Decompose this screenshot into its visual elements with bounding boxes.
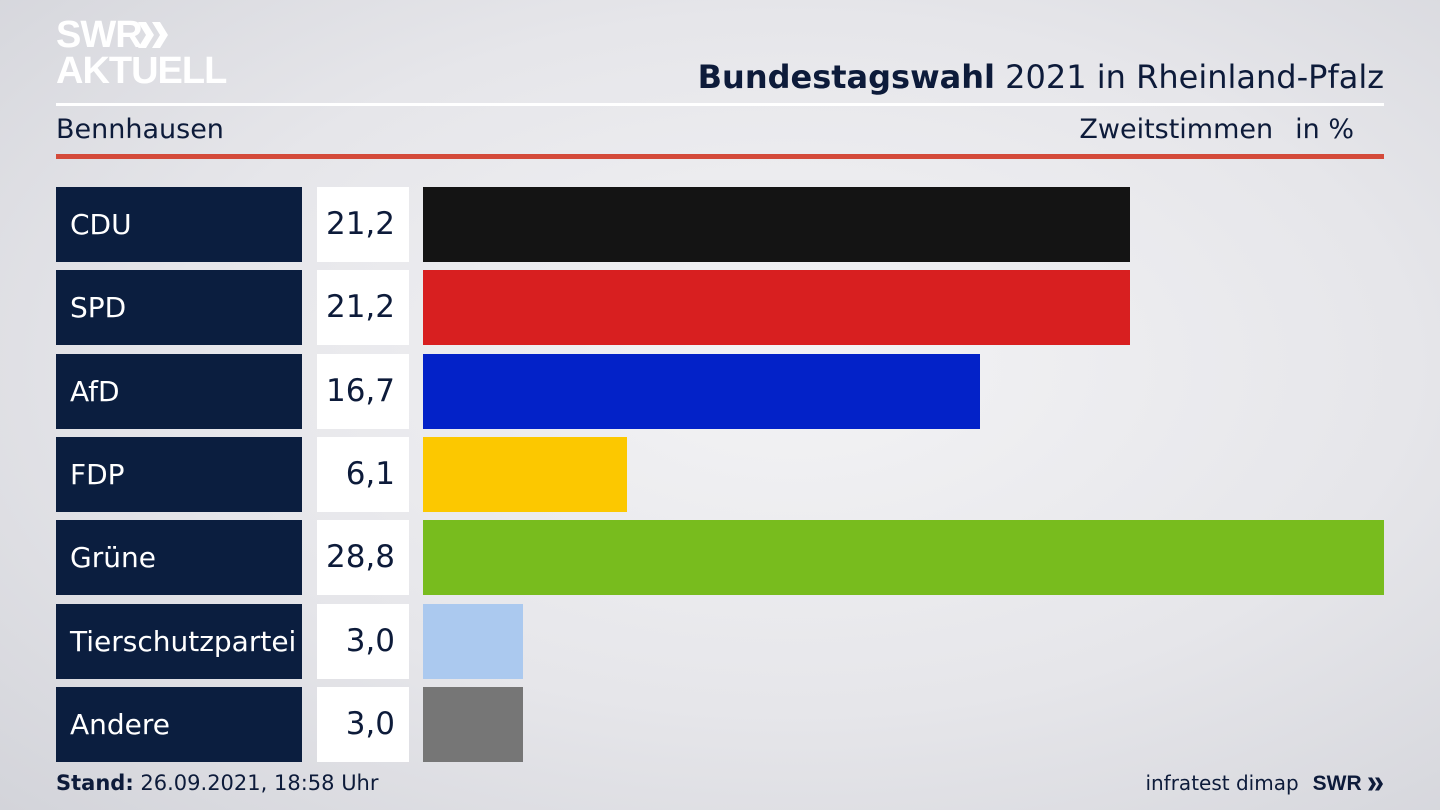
- party-label: Tierschutzpartei: [56, 604, 302, 679]
- bar-track: [423, 354, 1384, 429]
- bar: [423, 354, 980, 429]
- party-label: Grüne: [56, 520, 302, 595]
- value-label: 28,8: [317, 520, 409, 595]
- bar-track: [423, 270, 1384, 345]
- timestamp-value: 26.09.2021, 18:58 Uhr: [140, 771, 379, 795]
- party-label: AfD: [56, 354, 302, 429]
- bar: [423, 270, 1130, 345]
- party-label: FDP: [56, 437, 302, 512]
- value-label: 21,2: [317, 270, 409, 345]
- swr-aktuell-logo: SWR AKTUELL: [56, 14, 236, 94]
- timestamp: Stand: 26.09.2021, 18:58 Uhr: [56, 771, 379, 795]
- source-credit: infratest dimap SWR: [1145, 771, 1384, 796]
- header-accent-rule: [56, 154, 1384, 159]
- party-label: SPD: [56, 270, 302, 345]
- title-divider: [56, 103, 1384, 106]
- logo-swr-text: SWR: [56, 14, 143, 56]
- logo-aktuell-text: AKTUELL: [56, 50, 227, 92]
- region-name: Bennhausen: [56, 114, 224, 145]
- value-label: 3,0: [317, 604, 409, 679]
- value-label: 21,2: [317, 187, 409, 262]
- footer-brand-text: SWR: [1312, 772, 1362, 795]
- bar-row: FDP 6,1: [56, 437, 1384, 512]
- party-label: Andere: [56, 687, 302, 762]
- bar-track: [423, 604, 1384, 679]
- bar-row: Grüne 28,8: [56, 520, 1384, 595]
- measure-name: Zweitstimmen: [1079, 114, 1274, 145]
- bar-row: CDU 21,2: [56, 187, 1384, 262]
- footer-chevron-icon: [1368, 777, 1383, 791]
- timestamp-label: Stand:: [56, 771, 134, 795]
- bar-row: Tierschutzpartei 3,0: [56, 604, 1384, 679]
- bar-track: [423, 520, 1384, 595]
- chart-title-bold: Bundestagswahl: [697, 58, 995, 96]
- bar: [423, 687, 523, 762]
- chart-title-rest: 2021 in Rheinland-Pfalz: [1005, 58, 1384, 96]
- bar-track: [423, 437, 1384, 512]
- bar-row: AfD 16,7: [56, 354, 1384, 429]
- value-label: 3,0: [317, 687, 409, 762]
- chart-title: Bundestagswahl 2021 in Rheinland-Pfalz: [698, 58, 1384, 96]
- unit-label: in %: [1295, 114, 1354, 145]
- source-name: infratest dimap: [1145, 771, 1299, 795]
- party-label: CDU: [56, 187, 302, 262]
- value-label: 16,7: [317, 354, 409, 429]
- double-chevron-icon: [138, 22, 168, 48]
- bar: [423, 520, 1384, 595]
- bar-row: SPD 21,2: [56, 270, 1384, 345]
- bar-track: [423, 187, 1384, 262]
- bar-track: [423, 687, 1384, 762]
- bar: [423, 187, 1130, 262]
- bar: [423, 437, 627, 512]
- bar: [423, 604, 523, 679]
- bar-row: Andere 3,0: [56, 687, 1384, 762]
- value-label: 6,1: [317, 437, 409, 512]
- measure-label: Zweitstimmen in %: [1079, 114, 1354, 145]
